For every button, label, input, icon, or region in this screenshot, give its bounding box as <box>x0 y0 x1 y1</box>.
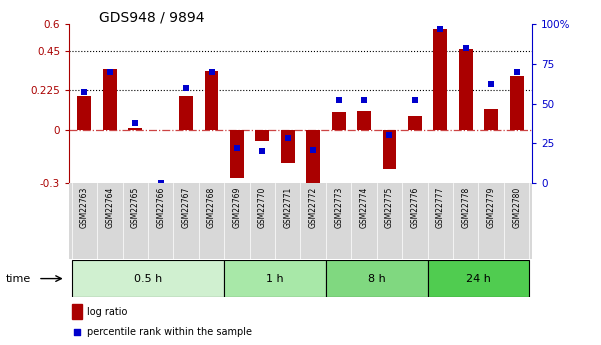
Text: GSM22775: GSM22775 <box>385 187 394 228</box>
Text: 24 h: 24 h <box>466 274 491 284</box>
Text: GSM22765: GSM22765 <box>131 187 139 228</box>
Bar <box>459 49 473 130</box>
Bar <box>428 260 529 297</box>
Text: time: time <box>6 274 31 284</box>
Text: GSM22771: GSM22771 <box>283 187 292 228</box>
Text: 1 h: 1 h <box>266 274 284 284</box>
Text: GSM22768: GSM22768 <box>207 187 216 228</box>
Bar <box>357 110 371 130</box>
Point <box>512 69 522 75</box>
Bar <box>382 130 397 169</box>
Point <box>410 98 419 103</box>
Point <box>207 69 216 75</box>
Text: GSM22764: GSM22764 <box>105 187 114 228</box>
Point <box>461 45 471 51</box>
Bar <box>433 29 447 130</box>
Text: GSM22772: GSM22772 <box>309 187 318 228</box>
Point <box>283 136 293 141</box>
Text: GSM22774: GSM22774 <box>359 187 368 228</box>
Point <box>258 148 267 154</box>
Bar <box>179 96 193 130</box>
Point <box>385 132 394 138</box>
Text: GSM22767: GSM22767 <box>182 187 191 228</box>
Text: GSM22780: GSM22780 <box>512 187 521 228</box>
Text: GSM22770: GSM22770 <box>258 187 267 228</box>
Text: 8 h: 8 h <box>368 274 386 284</box>
Bar <box>510 76 523 130</box>
Bar <box>103 69 117 130</box>
Bar <box>332 112 346 130</box>
Point <box>130 120 140 125</box>
Text: GDS948 / 9894: GDS948 / 9894 <box>99 10 205 24</box>
Bar <box>72 260 224 297</box>
Text: 0.5 h: 0.5 h <box>134 274 162 284</box>
Point <box>486 82 496 87</box>
Text: GSM22766: GSM22766 <box>156 187 165 228</box>
Text: GSM22778: GSM22778 <box>462 187 470 228</box>
Text: GSM22769: GSM22769 <box>233 187 242 228</box>
Point <box>105 69 115 75</box>
Point <box>182 85 191 90</box>
Bar <box>204 71 219 130</box>
Text: GSM22779: GSM22779 <box>487 187 496 228</box>
Point <box>334 98 343 103</box>
Bar <box>72 304 82 319</box>
Text: GSM22773: GSM22773 <box>334 187 343 228</box>
Bar <box>230 130 244 178</box>
Bar <box>255 130 269 140</box>
Point <box>308 147 318 152</box>
Text: percentile rank within the sample: percentile rank within the sample <box>87 327 252 337</box>
Bar <box>484 109 498 130</box>
Point <box>359 98 369 103</box>
Bar <box>326 260 428 297</box>
Bar <box>307 130 320 192</box>
Bar <box>224 260 326 297</box>
Text: GSM22776: GSM22776 <box>410 187 419 228</box>
Bar <box>128 128 142 130</box>
Text: GSM22777: GSM22777 <box>436 187 445 228</box>
Point <box>436 26 445 32</box>
Bar <box>281 130 294 164</box>
Bar <box>408 116 422 130</box>
Point <box>232 145 242 151</box>
Point <box>72 330 82 335</box>
Point <box>79 90 89 95</box>
Point <box>156 180 165 186</box>
Bar <box>78 96 91 130</box>
Text: log ratio: log ratio <box>87 307 127 317</box>
Text: GSM22763: GSM22763 <box>80 187 89 228</box>
